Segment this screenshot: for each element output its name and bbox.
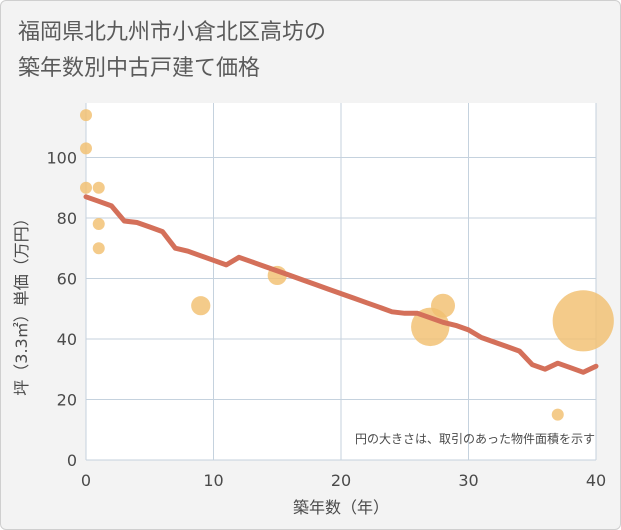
y-tick-label: 0	[67, 451, 77, 470]
chart-title-line1: 福岡県北九州市小倉北区高坊の	[18, 20, 327, 45]
x-tick-label: 0	[81, 471, 91, 490]
y-tick-label: 20	[57, 390, 77, 409]
x-tick-label: 40	[586, 471, 606, 490]
scatter-point	[431, 293, 455, 318]
y-tick-label: 60	[57, 269, 77, 288]
y-axis-title: 坪（3.3㎡）単価（万円）	[12, 210, 31, 395]
chart-title: 福岡県北九州市小倉北区高坊の 築年数別中古戸建て価格	[18, 15, 326, 87]
scatter-points	[80, 109, 614, 421]
y-tick-label: 80	[57, 209, 77, 228]
trend-line	[83, 194, 599, 375]
x-tick-label: 10	[203, 471, 223, 490]
trend-series	[83, 194, 599, 375]
chart-title-line2: 築年数別中古戸建て価格	[18, 56, 261, 81]
scatter-point	[191, 296, 211, 316]
scatter-point	[80, 142, 92, 155]
grid-lines	[85, 103, 597, 461]
scatter-point	[551, 408, 564, 421]
scatter-point	[552, 290, 614, 352]
y-tick-label: 100	[46, 148, 77, 167]
scatter-point	[92, 218, 105, 231]
scatter-point	[92, 181, 105, 194]
x-axis-title: 築年数（年）	[293, 498, 389, 517]
x-tick-label: 30	[458, 471, 478, 490]
size-note: 円の大きさは、取引のあった物件面積を示す	[355, 431, 595, 446]
y-tick-label: 40	[57, 330, 77, 349]
scatter-point	[92, 242, 105, 255]
scatter-point	[80, 109, 92, 122]
axis-ticks: 0 10 20 30 40 0 20 40 60 80 100	[46, 148, 606, 490]
scatter-point	[80, 181, 92, 194]
x-tick-label: 20	[331, 471, 351, 490]
